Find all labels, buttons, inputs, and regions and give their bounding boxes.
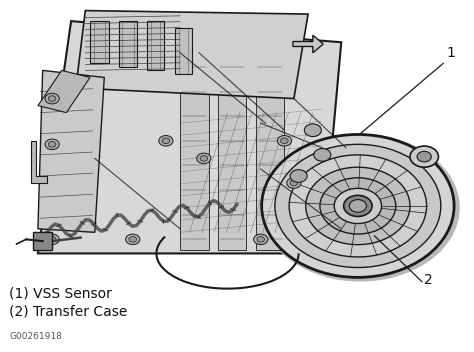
Circle shape xyxy=(45,234,59,245)
Circle shape xyxy=(344,195,372,216)
Circle shape xyxy=(200,156,208,161)
Text: 2: 2 xyxy=(424,273,433,287)
Polygon shape xyxy=(38,21,341,253)
Circle shape xyxy=(410,146,438,167)
Circle shape xyxy=(290,170,307,182)
Circle shape xyxy=(349,200,366,212)
Circle shape xyxy=(320,178,396,234)
Circle shape xyxy=(48,142,56,147)
Circle shape xyxy=(129,237,137,242)
Circle shape xyxy=(314,149,331,161)
Circle shape xyxy=(417,151,431,162)
Circle shape xyxy=(197,153,211,164)
Text: G00261918: G00261918 xyxy=(9,332,63,341)
Circle shape xyxy=(275,144,441,268)
Circle shape xyxy=(262,134,454,277)
Circle shape xyxy=(334,188,382,224)
Polygon shape xyxy=(293,35,323,53)
Circle shape xyxy=(290,180,298,186)
Polygon shape xyxy=(38,70,90,113)
Bar xyxy=(147,21,164,70)
Circle shape xyxy=(126,234,140,245)
Circle shape xyxy=(45,93,59,104)
Circle shape xyxy=(159,136,173,146)
Bar xyxy=(175,28,192,74)
Circle shape xyxy=(162,138,170,144)
Bar xyxy=(118,21,137,67)
Text: (1) VSS Sensor: (1) VSS Sensor xyxy=(9,287,112,301)
Circle shape xyxy=(257,237,264,242)
Circle shape xyxy=(306,167,410,245)
Bar xyxy=(180,56,209,250)
Bar xyxy=(256,56,284,250)
Circle shape xyxy=(304,124,321,137)
Circle shape xyxy=(287,178,301,188)
Bar xyxy=(33,232,52,250)
Polygon shape xyxy=(38,70,104,232)
Circle shape xyxy=(281,138,288,144)
Circle shape xyxy=(48,96,56,101)
Text: (2) Transfer Case: (2) Transfer Case xyxy=(9,304,128,319)
Polygon shape xyxy=(76,11,308,99)
Polygon shape xyxy=(31,141,47,183)
Circle shape xyxy=(289,155,427,257)
Bar xyxy=(218,56,246,250)
Bar xyxy=(90,21,109,63)
Circle shape xyxy=(277,136,292,146)
Circle shape xyxy=(261,134,460,282)
Circle shape xyxy=(48,237,56,242)
Circle shape xyxy=(45,139,59,150)
Text: 1: 1 xyxy=(447,46,456,60)
Circle shape xyxy=(254,234,268,245)
